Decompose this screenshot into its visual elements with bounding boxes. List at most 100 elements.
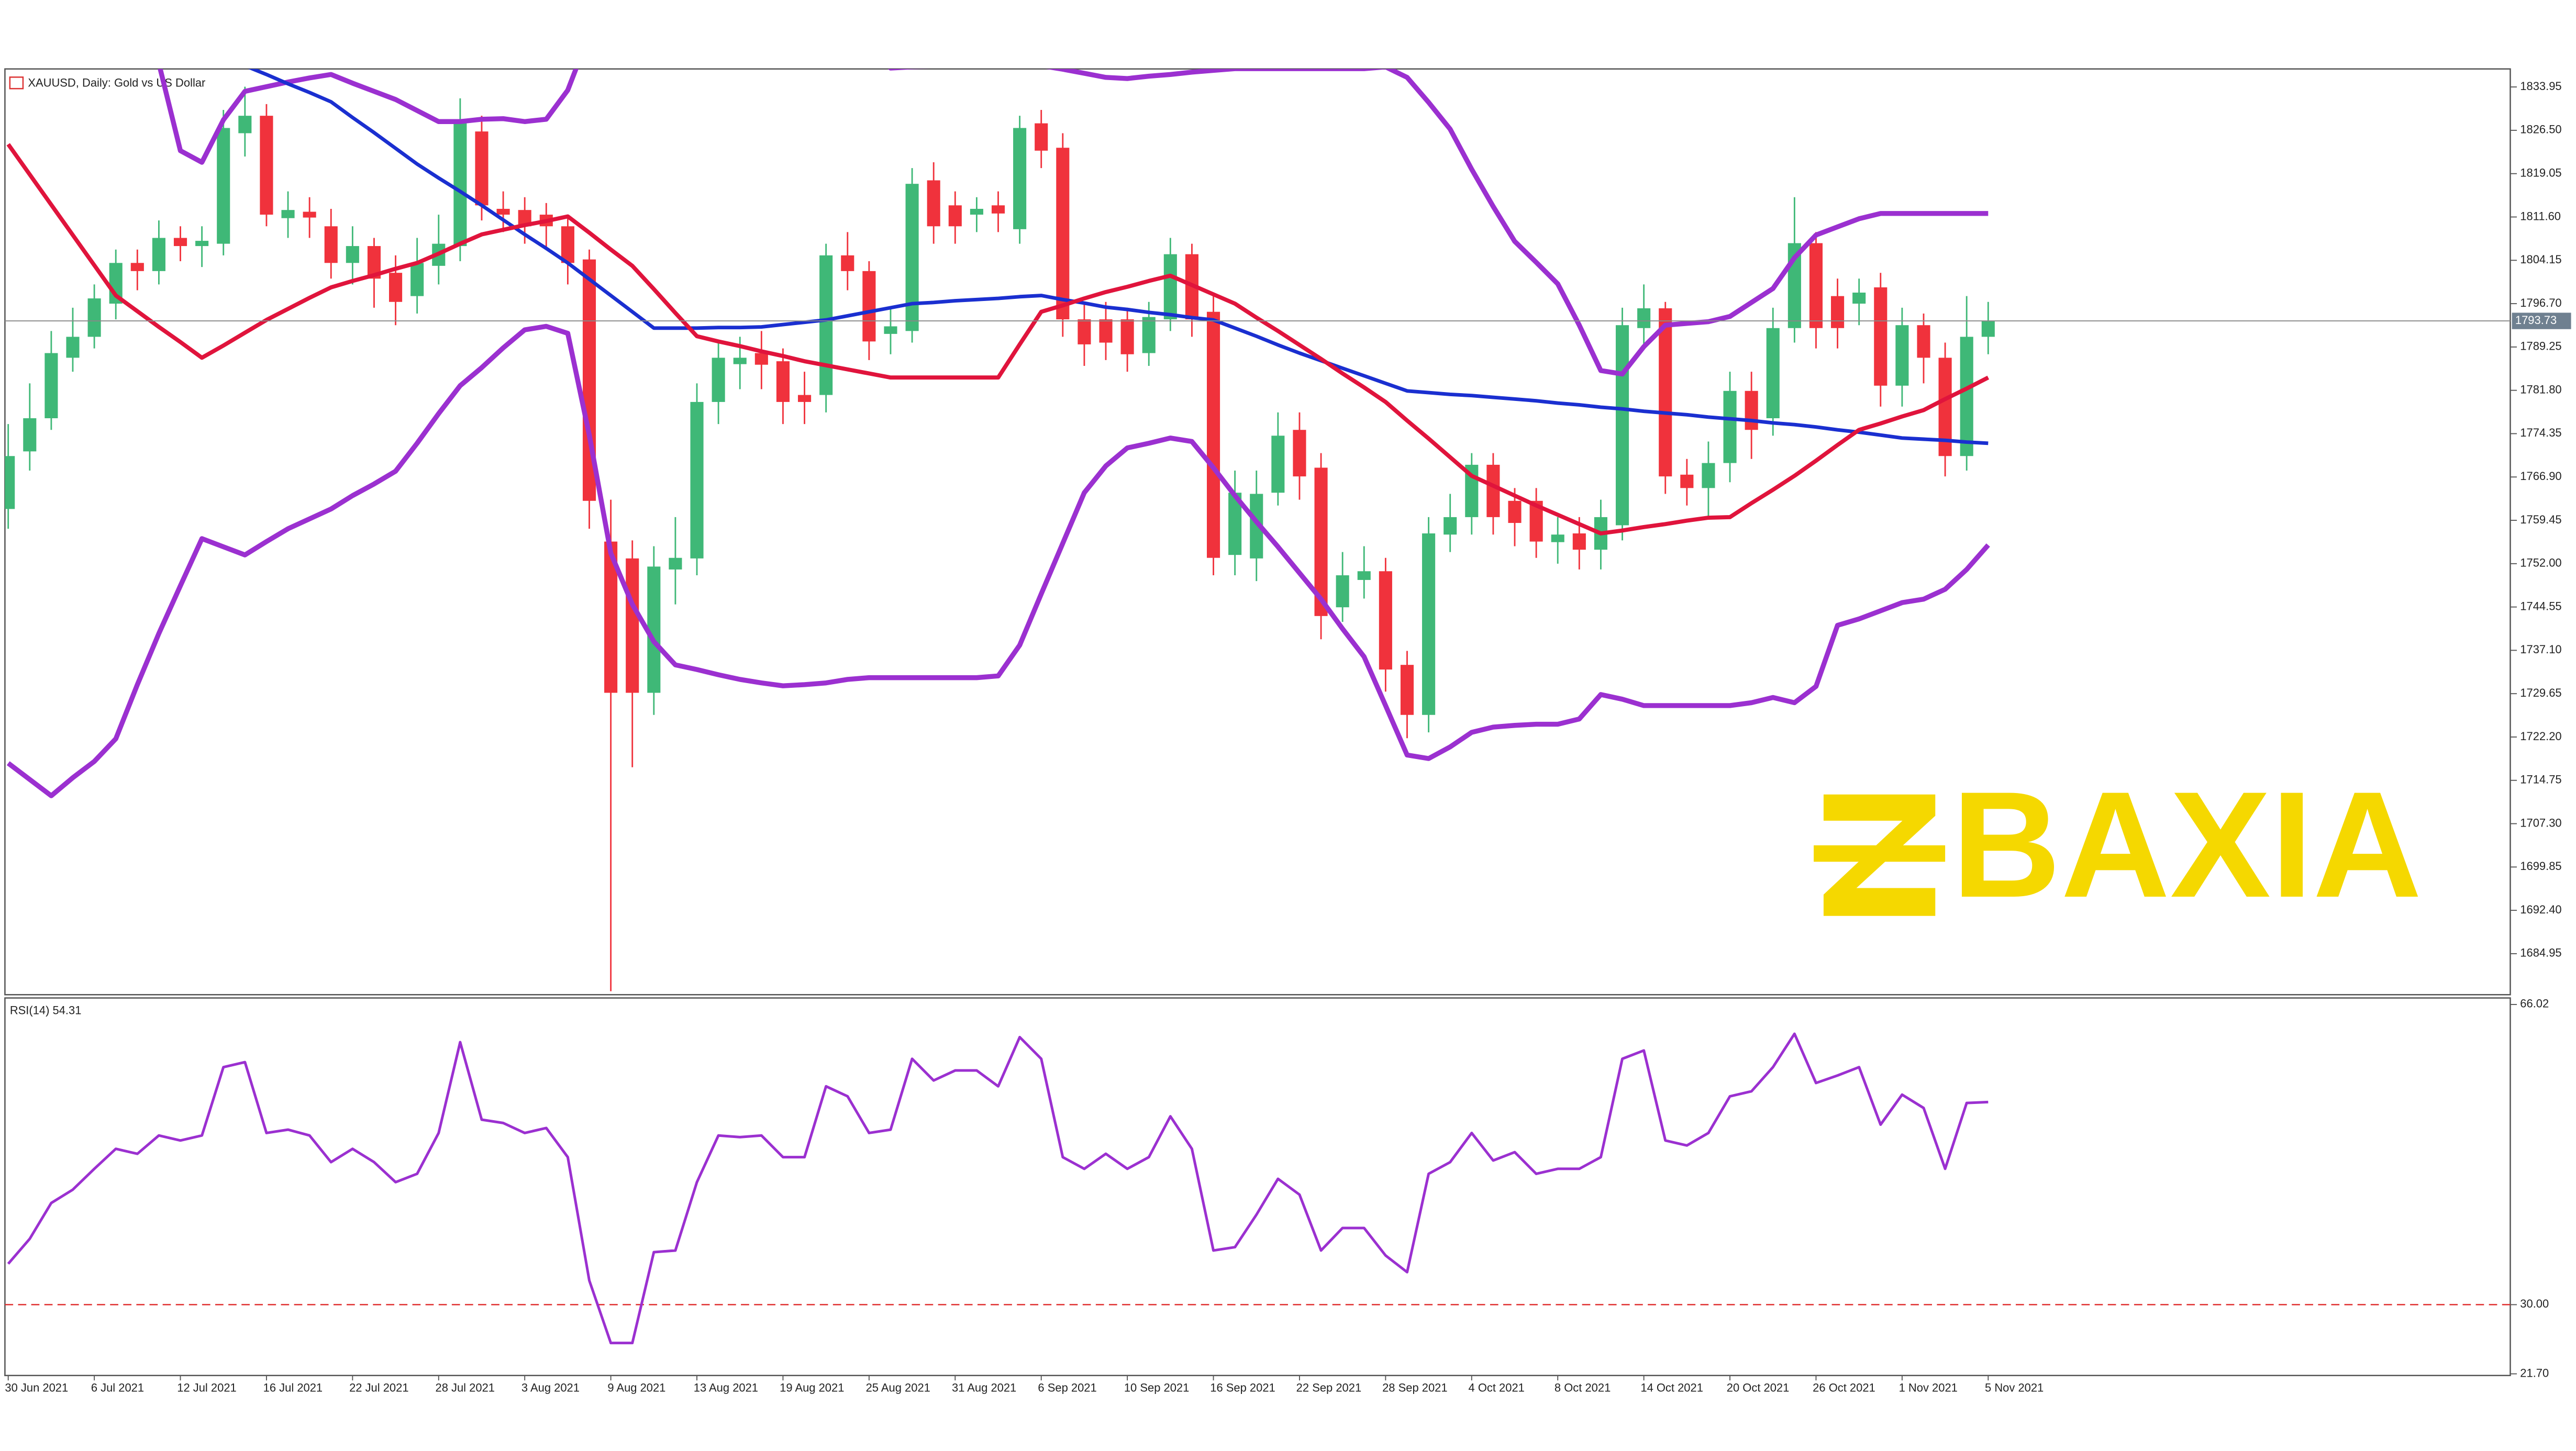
candle-body xyxy=(5,456,15,509)
last-price-label: 1793.73 xyxy=(2515,314,2557,327)
x-tick-label: 5 Nov 2021 xyxy=(1985,1381,2044,1394)
candle-body xyxy=(905,184,919,331)
candle-body xyxy=(410,263,424,296)
indicator-line xyxy=(248,69,1989,445)
y-tick-label: 1826.50 xyxy=(2520,123,2561,136)
candle-body xyxy=(1745,390,1758,430)
candle-body xyxy=(1551,534,1564,542)
candle-body xyxy=(1400,665,1414,715)
y-tick-label: 1714.75 xyxy=(2520,773,2561,786)
candle-body xyxy=(1444,517,1457,535)
candle-body xyxy=(1163,254,1177,320)
x-tick-label: 13 Aug 2021 xyxy=(694,1381,758,1394)
y-tick-label: 1789.25 xyxy=(2520,340,2561,353)
candle-body xyxy=(1271,436,1285,493)
x-tick-label: 20 Oct 2021 xyxy=(1727,1381,1790,1394)
candle-body xyxy=(948,205,962,227)
candle-body xyxy=(669,557,682,570)
candle-body xyxy=(1206,311,1220,558)
candle-body xyxy=(1615,325,1629,526)
candle-body xyxy=(776,361,790,402)
x-tick-label: 3 Aug 2021 xyxy=(521,1381,580,1394)
candle-body xyxy=(23,418,37,452)
rsi-plot xyxy=(5,1032,2511,1345)
candle-body xyxy=(1572,533,1586,550)
candle-body xyxy=(1056,148,1070,320)
indicator-line xyxy=(158,69,1989,377)
y-tick-label: 1766.90 xyxy=(2520,470,2561,483)
candle-body xyxy=(1809,243,1823,328)
candle-body xyxy=(1874,287,1887,386)
x-tick-label: 30 Jun 2021 xyxy=(5,1381,68,1394)
y-tick-label: 21.70 xyxy=(2520,1366,2549,1379)
candle-body xyxy=(712,358,725,402)
candle-body xyxy=(754,353,768,365)
y-tick-label: 1699.85 xyxy=(2520,860,2561,873)
x-tick-label: 10 Sep 2021 xyxy=(1124,1381,1189,1394)
rsi-panel xyxy=(4,997,2511,1377)
y-tick-label: 1811.60 xyxy=(2520,209,2561,222)
candle-body xyxy=(1035,123,1048,151)
symbol-icon xyxy=(9,76,24,90)
candle-body xyxy=(1680,474,1694,488)
candle-body xyxy=(1078,319,1091,344)
y-tick-label: 1722.20 xyxy=(2520,730,2561,743)
y-tick-label: 1804.15 xyxy=(2520,253,2561,266)
x-tick-label: 28 Jul 2021 xyxy=(436,1381,495,1394)
candle-body xyxy=(1099,319,1113,343)
candle-body xyxy=(45,353,58,419)
candle-body xyxy=(1960,337,1973,456)
candle-body xyxy=(389,273,403,302)
candle-body xyxy=(130,263,144,271)
watermark-logo xyxy=(1814,794,1946,916)
y-tick-label: 1744.55 xyxy=(2520,599,2561,612)
x-tick-label: 1 Nov 2021 xyxy=(1899,1381,1958,1394)
candle-body xyxy=(1120,319,1134,354)
candle-body xyxy=(991,205,1005,214)
candle-body xyxy=(1659,308,1672,477)
y-tick-label: 1737.10 xyxy=(2520,643,2561,656)
candle-body xyxy=(281,210,295,218)
y-tick-label: 1684.95 xyxy=(2520,946,2561,959)
y-tick-label: 1707.30 xyxy=(2520,816,2561,829)
candle-body xyxy=(1336,575,1349,608)
candle-body xyxy=(475,131,488,206)
x-tick-label: 25 Aug 2021 xyxy=(866,1381,930,1394)
y-tick-label: 1752.00 xyxy=(2520,556,2561,570)
watermark-text: BAXIA xyxy=(1952,761,2422,929)
candle-body xyxy=(66,337,80,358)
rsi-line xyxy=(7,1032,1989,1345)
candle-body xyxy=(1852,292,1866,304)
candle-body xyxy=(195,241,209,247)
candle-body xyxy=(1917,325,1930,358)
indicator-line xyxy=(6,323,1990,798)
candle-body xyxy=(1831,296,1845,328)
y-tick-label: 66.02 xyxy=(2520,997,2549,1010)
x-tick-label: 22 Sep 2021 xyxy=(1296,1381,1361,1394)
x-tick-label: 6 Jul 2021 xyxy=(91,1381,144,1394)
candle-body xyxy=(1981,321,1995,337)
candle-body xyxy=(561,226,574,263)
candle-body xyxy=(884,326,897,334)
candle-body xyxy=(453,123,467,247)
y-tick-label: 1781.80 xyxy=(2520,383,2561,396)
candle-body xyxy=(217,128,230,244)
x-tick-label: 6 Sep 2021 xyxy=(1038,1381,1096,1394)
y-tick-label: 1759.45 xyxy=(2520,513,2561,526)
chart-title: XAUUSD, Daily: Gold vs US Dollar xyxy=(28,76,205,90)
indicator-line xyxy=(6,143,1990,535)
x-tick-label: 8 Oct 2021 xyxy=(1555,1381,1611,1394)
x-tick-label: 16 Sep 2021 xyxy=(1210,1381,1275,1394)
candle-body xyxy=(927,180,940,227)
last-price-box xyxy=(2512,312,2571,329)
candle-body xyxy=(1357,571,1371,580)
x-tick-label: 31 Aug 2021 xyxy=(952,1381,1016,1394)
candle-body xyxy=(152,238,165,271)
candle-body xyxy=(1766,328,1780,419)
y-tick-label: 1819.05 xyxy=(2520,166,2561,180)
y-tick-label: 1796.70 xyxy=(2520,296,2561,309)
y-tick-label: 1833.95 xyxy=(2520,80,2561,93)
x-tick-label: 16 Jul 2021 xyxy=(263,1381,323,1394)
